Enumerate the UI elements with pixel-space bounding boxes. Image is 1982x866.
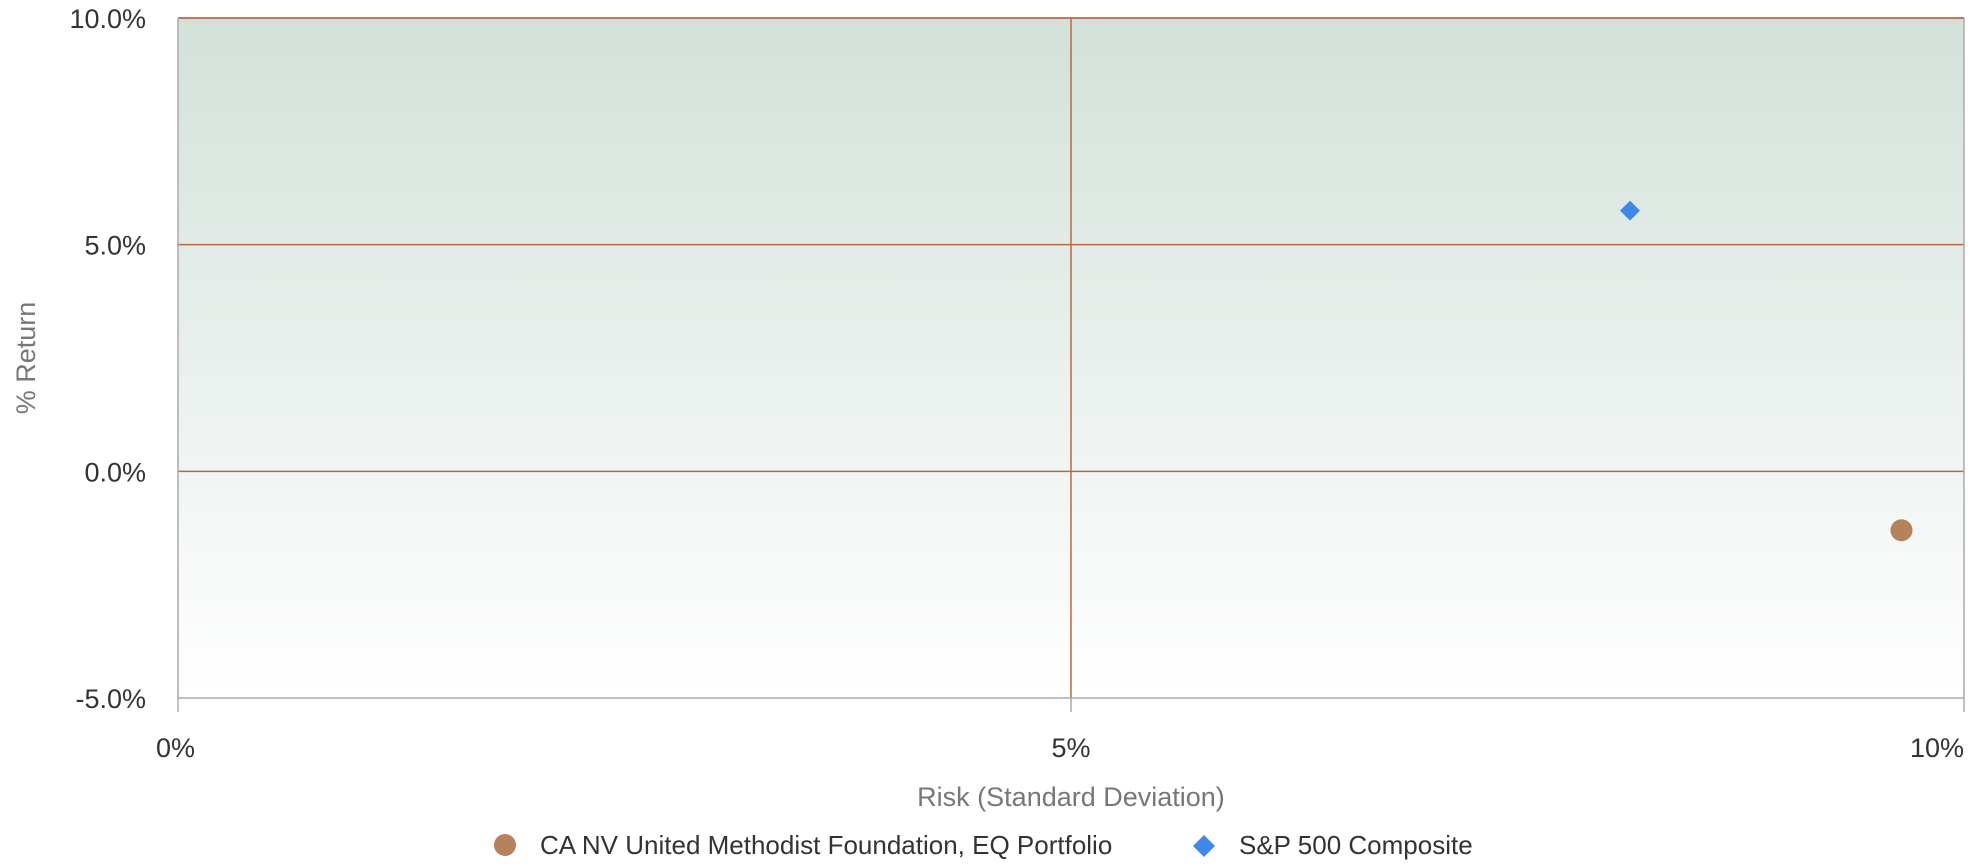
data-points [1620, 200, 1913, 542]
legend-marker-diamond [1193, 835, 1215, 857]
legend: CA NV United Methodist Foundation, EQ Po… [494, 830, 1473, 860]
axes [177, 18, 1965, 712]
y-tick-label: 5.0% [84, 231, 146, 261]
legend-label-sp500: S&P 500 Composite [1239, 830, 1473, 860]
y-tick-label: 10.0% [69, 4, 146, 34]
data-point-circle [1890, 519, 1913, 542]
legend-marker-circle [494, 834, 516, 856]
x-tick-label: 0% [156, 733, 195, 763]
tick-labels: 10.0% 5.0% 0.0% -5.0% 0% 5% 10% [69, 4, 1964, 763]
y-tick-label: 0.0% [84, 457, 146, 487]
data-point-diamond [1620, 200, 1641, 221]
x-axis-title: Risk (Standard Deviation) [917, 782, 1225, 812]
x-tick-label: 10% [1910, 733, 1964, 763]
legend-label-portfolio: CA NV United Methodist Foundation, EQ Po… [540, 830, 1112, 860]
y-tick-label: -5.0% [75, 684, 146, 714]
grid-lines [178, 17, 1964, 698]
y-axis-title: % Return [11, 302, 41, 415]
legend-item-portfolio[interactable]: CA NV United Methodist Foundation, EQ Po… [494, 830, 1112, 860]
legend-item-sp500[interactable]: S&P 500 Composite [1193, 830, 1473, 860]
x-tick-label: 5% [1051, 733, 1090, 763]
